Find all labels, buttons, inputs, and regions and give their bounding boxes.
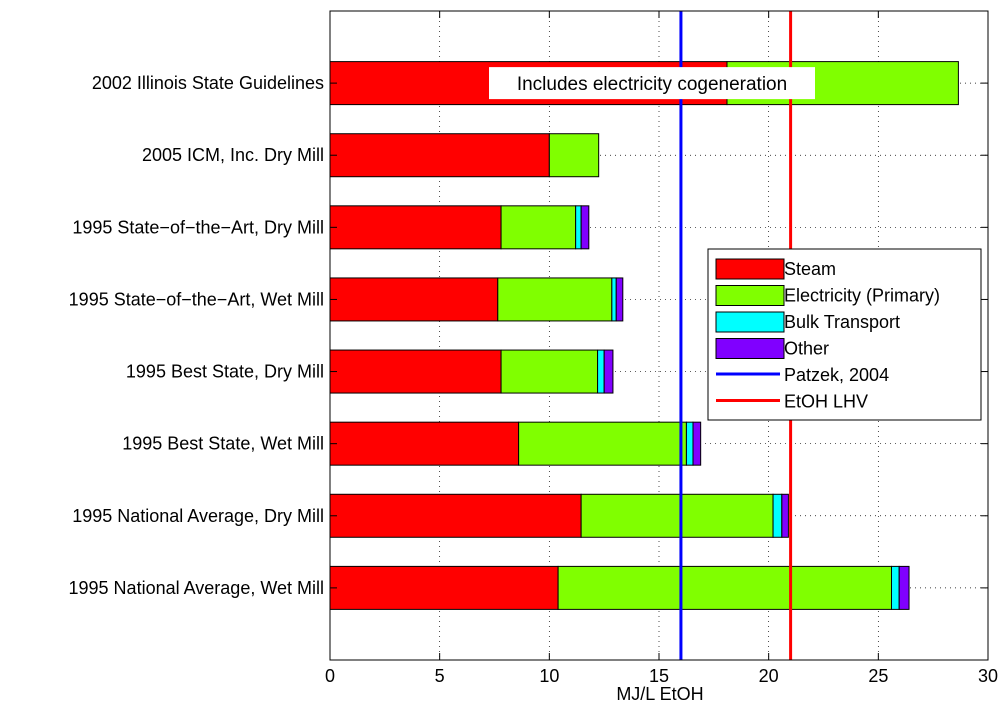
y-tick-label: 1995 State−of−the−Art, Wet Mill (69, 289, 324, 309)
y-tick-label: 1995 National Average, Dry Mill (72, 506, 324, 526)
x-tick-label: 5 (435, 666, 445, 686)
bar-segment-other-6 (781, 493, 789, 538)
bar-segment-electricity-primary-7 (557, 565, 892, 610)
bar-segment-electricity-primary-1 (548, 133, 600, 178)
axes-layer: 0 5 10 15 20 25 30 2002 Illinois State Guidelin… (69, 11, 998, 686)
y-tick-label: 1995 Best State, Dry Mill (126, 362, 324, 382)
bar-segment-other-3 (615, 277, 624, 322)
bar-segment-steam-4 (329, 349, 502, 394)
y-tick-label: 1995 National Average, Wet Mill (69, 578, 324, 598)
legend-swatch-other (715, 338, 785, 359)
bar-segment-steam-3 (329, 277, 499, 322)
y-tick-label: 1995 Best State, Wet Mill (122, 434, 324, 454)
legend-label-patzek: Patzek, 2004 (784, 365, 889, 385)
legend-label-bulk-transport: Bulk Transport (784, 312, 900, 332)
x-tick-label: 10 (539, 666, 559, 686)
legend-swatch-bulk-transport (715, 311, 785, 333)
annotation: Includes electricity cogeneration (489, 67, 815, 100)
bar-segment-steam-2 (329, 205, 502, 250)
legend-label-etoh-lhv: EtOH LHV (784, 392, 868, 412)
x-tick-label: 25 (868, 666, 888, 686)
bar-segment-electricity-primary-6 (580, 493, 774, 538)
legend-label-other: Other (784, 339, 829, 359)
bar-segment-bulk-transport-2 (575, 205, 582, 250)
y-tick-label: 1995 State−of−the−Art, Dry Mill (72, 217, 324, 237)
bar-segment-electricity-primary-2 (500, 205, 577, 250)
bar-segment-bulk-transport-3 (611, 277, 617, 322)
y-tick-label: 2002 Illinois State Guidelines (92, 73, 324, 93)
bar-segment-other-4 (603, 349, 614, 394)
legend-label-electricity: Electricity (Primary) (784, 286, 940, 306)
x-tick-label: 20 (759, 666, 779, 686)
bar-segment-electricity-primary-4 (500, 349, 599, 394)
bar-segment-other-5 (692, 421, 702, 466)
legend-swatch-electricity (715, 285, 785, 306)
legend: Steam Electricity (Primary) Bulk Transpo… (707, 248, 982, 421)
bar-segment-steam-7 (329, 565, 559, 610)
bar-segment-steam-6 (329, 493, 582, 538)
annotation-background (489, 67, 815, 100)
x-tick-label: 0 (325, 666, 335, 686)
bar-segment-steam-1 (329, 133, 550, 178)
y-tick-label: 2005 ICM, Inc. Dry Mill (142, 145, 324, 165)
legend-label-steam: Steam (784, 259, 836, 279)
bar-segment-bulk-transport-7 (890, 565, 900, 610)
bar-segment-other-2 (580, 205, 590, 250)
bar-segment-bulk-transport-4 (597, 349, 605, 394)
grid-layer (330, 11, 988, 660)
bar-segment-bulk-transport-5 (685, 421, 694, 466)
x-axis-label: MJ/L EtOH (616, 684, 703, 704)
x-tick-label: 15 (649, 666, 669, 686)
bars-layer (329, 61, 959, 610)
bar-segment-electricity-primary-3 (497, 277, 613, 322)
annotation-text: Includes electricity cogeneration (517, 74, 787, 95)
bar-segment-steam-5 (329, 421, 520, 466)
bar-segment-bulk-transport-6 (772, 493, 783, 538)
x-tick-label: 30 (978, 666, 998, 686)
bar-segment-other-7 (898, 565, 910, 610)
legend-swatch-steam (715, 258, 785, 280)
bar-segment-electricity-primary-5 (518, 421, 687, 466)
